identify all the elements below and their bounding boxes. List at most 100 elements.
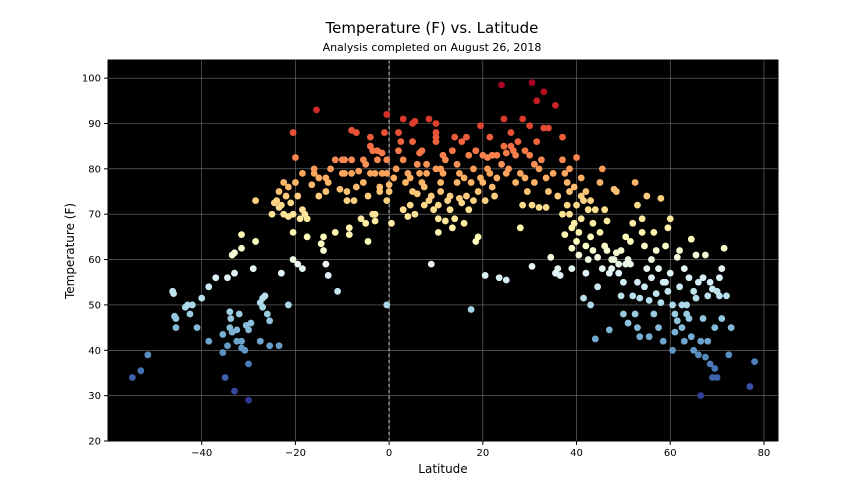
data-point (699, 315, 707, 322)
data-point (366, 133, 374, 141)
data-point (570, 183, 578, 191)
data-point (315, 174, 323, 182)
data-point (580, 197, 587, 205)
data-point (690, 287, 698, 295)
data-point (479, 179, 487, 186)
data-point (493, 151, 501, 159)
y-tick-label: 20 (88, 437, 101, 448)
data-point (383, 111, 391, 118)
data-point (277, 269, 285, 277)
data-point (493, 174, 501, 182)
data-point (669, 346, 676, 354)
data-point (697, 392, 705, 400)
data-point (521, 174, 529, 182)
data-point (608, 265, 616, 273)
data-point (657, 194, 665, 202)
x-tick-label: 40 (570, 448, 583, 459)
data-point (378, 149, 386, 157)
data-point (184, 301, 192, 309)
data-point (528, 262, 536, 270)
data-point (233, 337, 241, 345)
data-point (388, 219, 395, 227)
data-point (678, 324, 686, 332)
data-point (601, 206, 609, 214)
data-point (652, 290, 660, 297)
data-points (128, 79, 758, 404)
data-point (315, 192, 323, 200)
data-point (263, 310, 271, 318)
data-point (645, 296, 653, 304)
data-point (706, 360, 714, 368)
data-point (453, 160, 461, 168)
data-point (528, 201, 536, 209)
data-point (453, 179, 461, 186)
data-point (664, 224, 672, 232)
data-point (690, 346, 698, 354)
data-point (545, 188, 552, 195)
data-point (704, 292, 712, 300)
data-point (746, 383, 754, 390)
data-point (231, 269, 238, 277)
data-point (212, 274, 220, 282)
data-point (371, 210, 379, 218)
data-point (617, 247, 625, 254)
data-point (704, 337, 712, 345)
data-point (437, 188, 445, 195)
data-point (317, 240, 325, 248)
data-point (481, 197, 489, 205)
data-point (292, 179, 299, 186)
data-point (676, 247, 684, 254)
data-point (205, 337, 213, 345)
data-point (284, 183, 292, 191)
data-point (474, 188, 482, 195)
data-point (310, 165, 318, 173)
data-point (699, 274, 707, 282)
data-point (193, 324, 201, 332)
data-point (584, 256, 592, 263)
data-point (427, 192, 435, 200)
data-point (219, 349, 227, 356)
data-point (411, 117, 419, 125)
data-point (241, 346, 249, 354)
data-point (383, 156, 391, 164)
data-point (575, 228, 583, 236)
x-tick-label: 60 (664, 448, 677, 459)
data-point (591, 335, 599, 343)
data-point (582, 269, 590, 277)
data-point (441, 217, 449, 225)
data-point (486, 169, 494, 177)
data-point (716, 274, 723, 282)
data-point (697, 337, 705, 345)
data-point (448, 147, 456, 155)
data-point (596, 179, 604, 186)
data-point (612, 188, 620, 195)
data-point (556, 272, 564, 279)
data-point (594, 283, 602, 291)
data-point (566, 188, 573, 195)
data-point (573, 201, 580, 209)
data-point (692, 294, 700, 302)
data-point (723, 292, 730, 300)
data-point (685, 274, 693, 282)
data-point (648, 256, 655, 263)
data-point (709, 374, 716, 381)
data-point (352, 129, 360, 136)
y-tick-label: 100 (82, 74, 101, 85)
data-point (500, 115, 508, 123)
data-point (245, 326, 252, 334)
plot-frame (107, 59, 779, 442)
data-point (289, 129, 297, 136)
data-point (392, 165, 400, 173)
data-point (570, 219, 578, 227)
data-point (727, 324, 735, 332)
data-point (322, 260, 330, 268)
data-point (266, 317, 274, 325)
data-point (678, 301, 686, 309)
data-point (320, 247, 327, 254)
data-point (472, 147, 480, 155)
data-point (303, 233, 311, 241)
data-point (238, 337, 245, 345)
data-point (701, 353, 709, 361)
data-point (694, 351, 702, 359)
data-point (530, 179, 538, 186)
